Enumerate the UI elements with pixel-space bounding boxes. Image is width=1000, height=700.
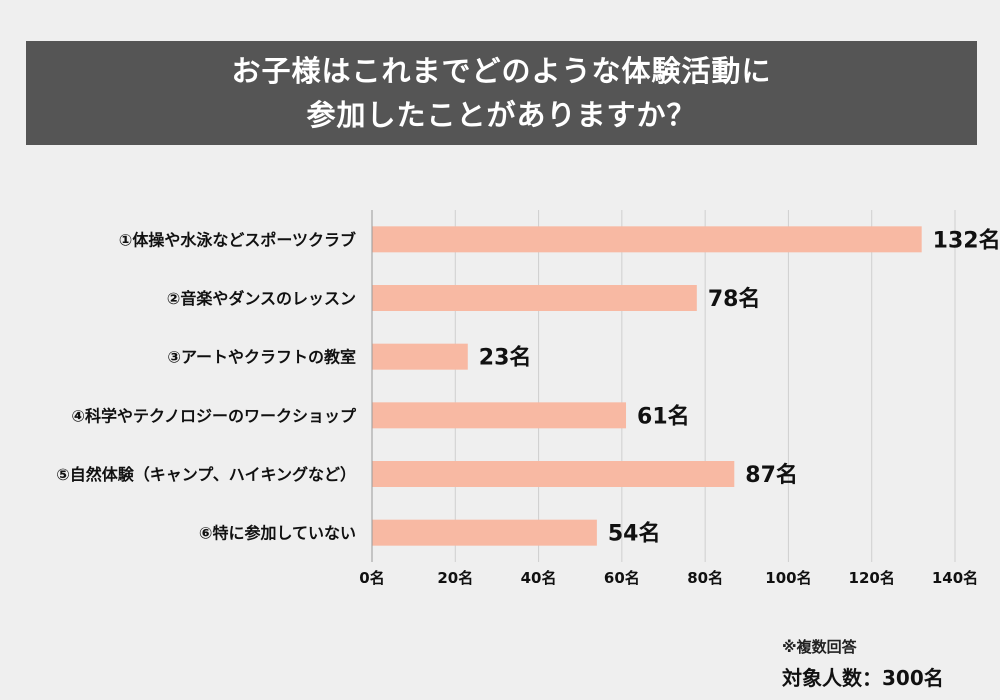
- value-label-2: 78名: [708, 286, 761, 312]
- x-tick-label-140: 140名: [932, 569, 978, 587]
- category-label-2: ②音楽やダンスのレッスン: [167, 289, 356, 308]
- x-tick-label-120: 120名: [849, 569, 895, 587]
- value-label-1: 132名: [933, 227, 1000, 253]
- bar-4: [372, 402, 627, 429]
- value-label-4: 61名: [637, 403, 690, 429]
- total-respondents: 対象人数：300名: [782, 666, 944, 690]
- category-label-4: ④科学やテクノロジーのワークショップ: [71, 406, 357, 425]
- bar-5: [372, 461, 735, 487]
- value-label-3: 23名: [479, 345, 532, 371]
- bar-3: [372, 343, 468, 370]
- footnote: ※複数回答: [782, 638, 857, 656]
- bar-1: [372, 226, 922, 253]
- x-tick-label-100: 100名: [765, 569, 811, 587]
- category-label-5: ⑤自然体験（キャンプ、ハイキングなど）: [56, 465, 356, 484]
- bar-2: [372, 285, 697, 311]
- x-tick-label-0: 0名: [359, 569, 384, 587]
- category-label-6: ⑥特に参加していない: [199, 524, 356, 543]
- value-label-5: 87名: [745, 462, 798, 488]
- value-label-6: 54名: [608, 521, 661, 547]
- x-tick-label-80: 80名: [687, 569, 723, 587]
- category-label-3: ③アートやクラフトの教室: [167, 348, 356, 367]
- x-tick-label-20: 20名: [437, 569, 473, 587]
- x-tick-label-40: 40名: [521, 569, 557, 587]
- title-line-2: 参加したことがありますか？: [306, 98, 697, 132]
- title-line-1: お子様はこれまでどのような体験活動に: [231, 54, 772, 88]
- category-label-1: ①体操や水泳などスポーツクラブ: [119, 230, 356, 249]
- title-banner: お子様はこれまでどのような体験活動に 参加したことがありますか？: [26, 41, 977, 145]
- bar-6: [372, 519, 597, 546]
- x-tick-label-60: 60名: [604, 569, 640, 587]
